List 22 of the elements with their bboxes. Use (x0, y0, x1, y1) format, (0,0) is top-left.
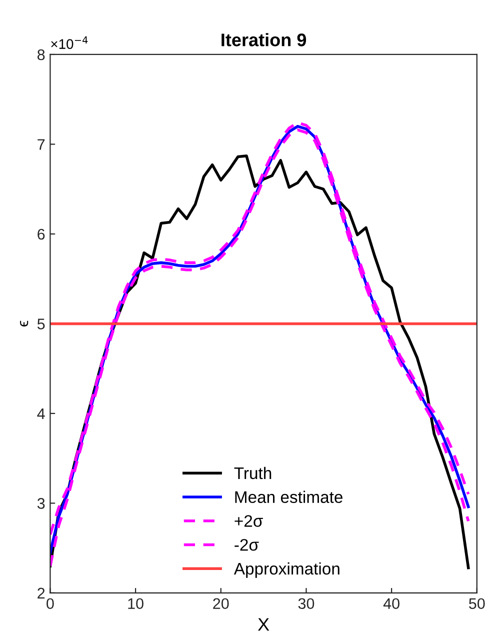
y-tick-label: 6 (38, 228, 45, 240)
y-tick-label: 4 (37, 408, 45, 419)
x-tick-label: 10 (128, 598, 144, 610)
y-tick-label: 5 (37, 318, 45, 330)
text: ×10$^{−4}$ (51, 36, 88, 49)
y-axis-title: ϵ (20, 320, 28, 326)
x-axis-title: X (258, 618, 270, 631)
x-tick-label: 40 (383, 598, 400, 610)
legend-label: Mean estimate (235, 490, 342, 504)
y-tick-label: 7 (38, 139, 45, 150)
legend-label: Truth (234, 466, 272, 480)
legend-label: +2σ (234, 515, 263, 527)
x-tick-label: 20 (213, 598, 229, 610)
legend-label: Approximation (234, 562, 340, 578)
y-tick-label: 2 (38, 588, 45, 598)
legend-label: -2σ (234, 538, 259, 551)
x-tick-label: 50 (469, 598, 485, 610)
y-tick-label: 8 (38, 49, 45, 60)
x-tick-label: 30 (298, 598, 314, 610)
y-tick-label: 3 (37, 498, 45, 509)
x-tick-label: 0 (46, 598, 54, 610)
chart-title: Iteration 9 (222, 33, 306, 46)
